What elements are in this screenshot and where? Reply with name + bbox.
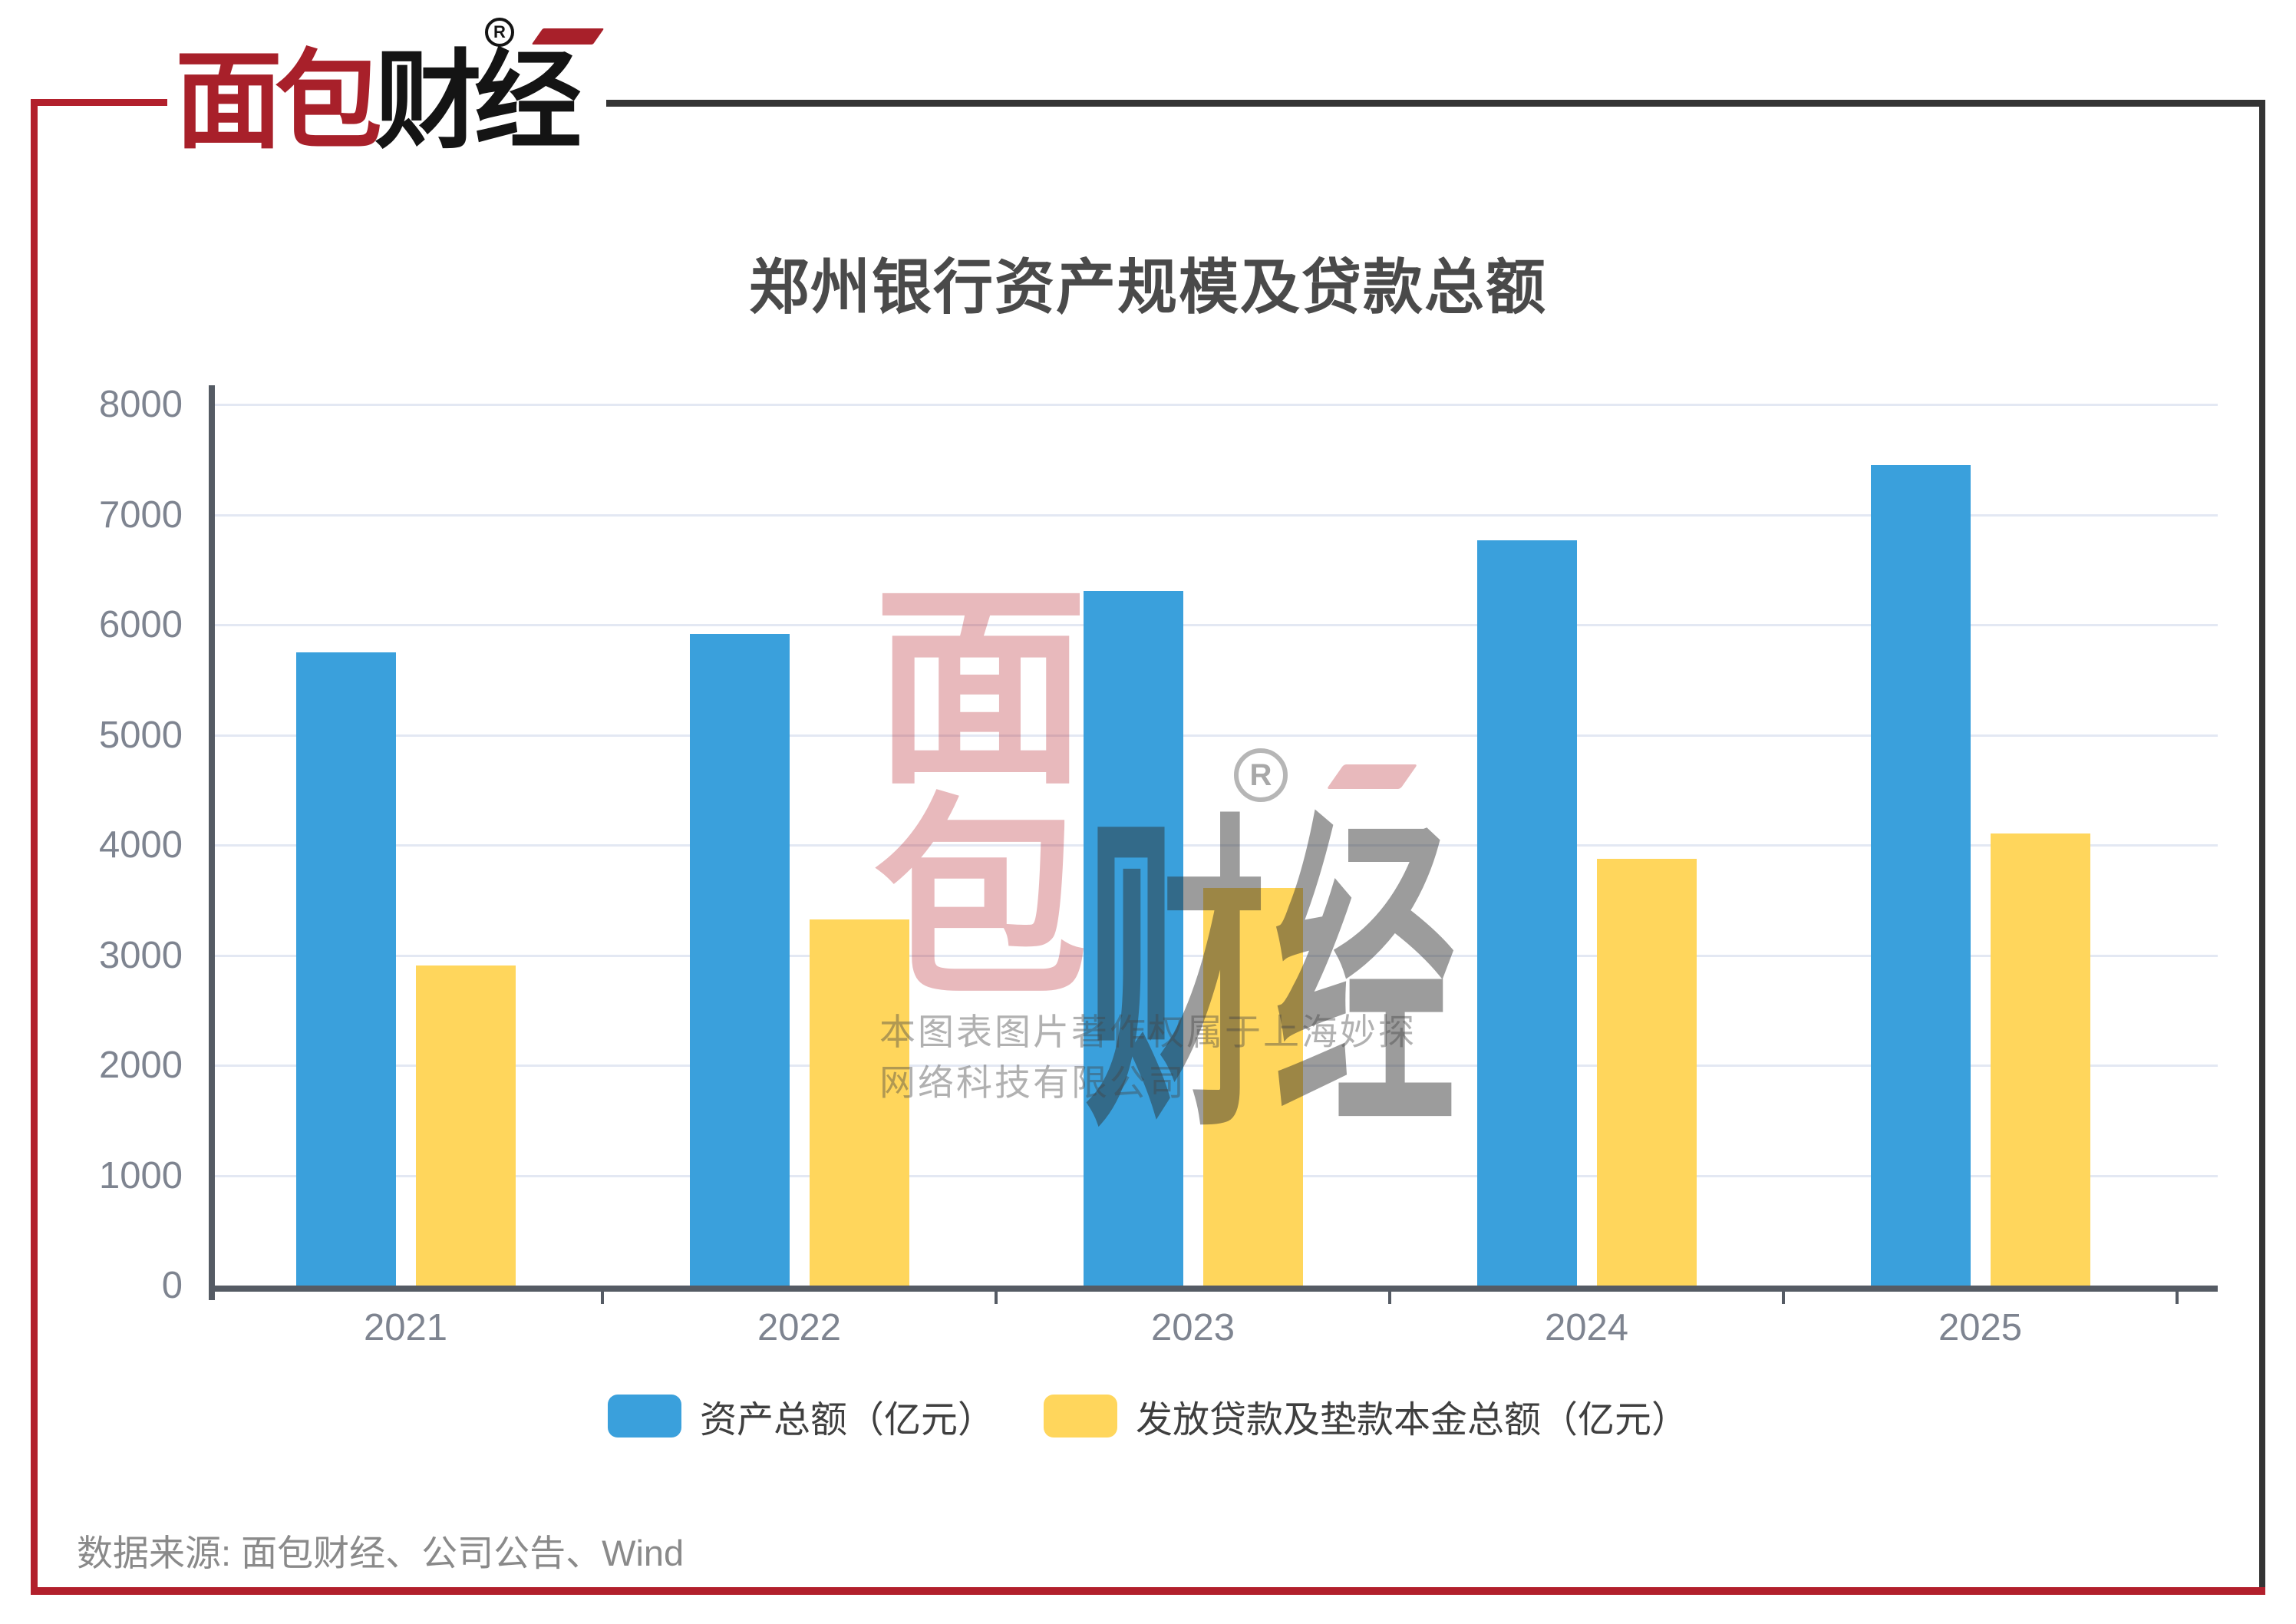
gridline-6000 (215, 624, 2218, 626)
legend: 资产总额（亿元） 发放贷款及垫款本金总额（亿元） (607, 1389, 1688, 1443)
legend-swatch-total-assets (607, 1395, 681, 1438)
frame-left-line (31, 99, 38, 1594)
x-axis-label-2024: 2024 (1544, 1307, 1628, 1348)
brand-logo-swoosh-icon (531, 28, 605, 45)
y-axis-label-7000: 7000 (98, 493, 183, 536)
bar-total-assets-2024 (1476, 540, 1577, 1286)
bar-loans-and-advances-2024 (1596, 859, 1697, 1286)
y-axis-label-8000: 8000 (98, 384, 183, 425)
legend-item-total-assets: 资产总额（亿元） (607, 1389, 995, 1443)
bar-total-assets-2023 (1083, 591, 1183, 1286)
bar-total-assets-2025 (1870, 465, 1971, 1286)
y-axis-label-3000: 3000 (98, 934, 183, 976)
bar-loans-and-advances-2022 (809, 919, 909, 1286)
y-axis-label-6000: 6000 (98, 604, 183, 645)
brand-logo-text-red: 面包 (175, 41, 382, 161)
x-axis-label-2021: 2021 (363, 1307, 447, 1348)
legend-item-loans-and-advances: 发放贷款及垫款本金总额（亿元） (1044, 1389, 1688, 1443)
x-axis-label-2022: 2022 (757, 1307, 841, 1348)
y-axis-label-1000: 1000 (98, 1154, 183, 1197)
x-axis-line (209, 1286, 2218, 1292)
y-axis-label-5000: 5000 (98, 714, 183, 756)
gridline-8000 (215, 404, 2218, 406)
legend-label-loans-and-advances: 发放贷款及垫款本金总额（亿元） (1136, 1400, 1689, 1441)
legend-label-total-assets: 资产总额（亿元） (699, 1400, 995, 1441)
frame-top-line (606, 100, 2265, 107)
watermark-registered-icon: R (1234, 748, 1288, 802)
bar-loans-and-advances-2023 (1202, 888, 1303, 1286)
brand-logo-text: 面包财经 (175, 48, 582, 155)
x-axis-tick-2025 (2176, 1292, 2179, 1304)
x-axis-label-2025: 2025 (1938, 1307, 2022, 1348)
data-source-note: 数据来源: 面包财经、公司公告、Wind (77, 1533, 685, 1573)
x-axis-label-2023: 2023 (1150, 1307, 1235, 1348)
x-axis-tick-2022 (995, 1292, 998, 1304)
bar-total-assets-2021 (295, 652, 396, 1286)
brand-logo: 面包财经 R (170, 0, 631, 192)
watermark-swoosh-icon (1326, 764, 1418, 789)
frame-bottom-bar (31, 1587, 2265, 1595)
frame-right-line (2259, 101, 2265, 1589)
gridline-5000 (215, 734, 2218, 737)
legend-swatch-loans-and-advances (1044, 1395, 1117, 1438)
bar-loans-and-advances-2025 (1990, 833, 2090, 1286)
brand-logo-text-black: 财经 (374, 41, 582, 161)
x-axis-tick-2021 (601, 1292, 604, 1304)
gridline-4000 (215, 844, 2218, 847)
y-axis-label-2000: 2000 (98, 1045, 183, 1086)
y-axis-label-4000: 4000 (98, 824, 183, 866)
chart-title: 郑州银行资产规模及贷款总额 (748, 253, 1547, 321)
registered-trademark-icon: R (485, 18, 514, 47)
watermark-glyph-mian: 面 (873, 569, 1088, 809)
x-axis-tick-2024 (1782, 1292, 1785, 1304)
bar-total-assets-2022 (689, 634, 790, 1286)
frame-top-left-line (31, 99, 167, 106)
y-axis-label-0: 0 (161, 1265, 183, 1306)
x-axis-tick-2023 (1388, 1292, 1391, 1304)
bar-loans-and-advances-2021 (415, 965, 516, 1286)
gridline-7000 (215, 513, 2218, 517)
y-axis-line (209, 385, 215, 1300)
